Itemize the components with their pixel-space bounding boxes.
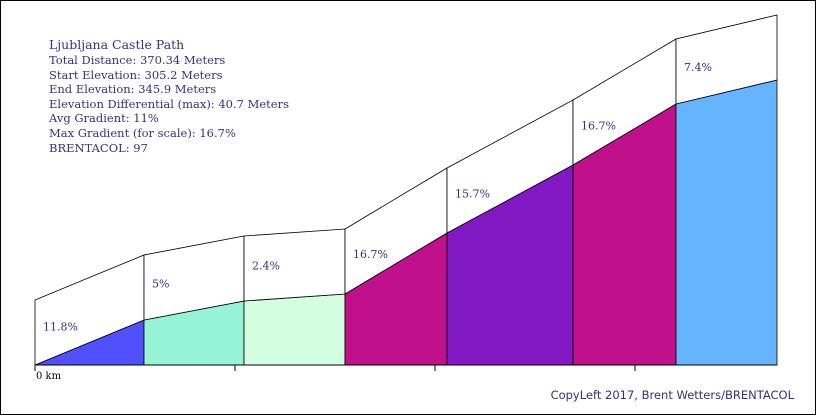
max-gradient: Max Gradient (for scale): 16.7% <box>49 125 236 140</box>
start-elevation: Start Elevation: 305.2 Meters <box>49 67 223 82</box>
gradient-label: 2.4% <box>252 259 280 272</box>
gradient-label: 15.7% <box>455 188 490 201</box>
gradient-panels <box>34 14 778 366</box>
gradient-label: 16.7% <box>353 248 388 261</box>
brentacol-score: BRENTACOL: 97 <box>49 140 148 155</box>
gradient-label: 5% <box>152 277 169 290</box>
gradient-label: 16.7% <box>581 119 616 132</box>
info-panel: Ljubljana Castle Path Total Distance: 37… <box>49 37 289 155</box>
end-elevation: End Elevation: 345.9 Meters <box>49 82 217 97</box>
gradient-panel <box>675 14 778 105</box>
x-axis-start-label: 0 km <box>36 371 62 382</box>
total-distance: Total Distance: 370.34 Meters <box>49 53 226 67</box>
avg-gradient: Avg Gradient: 11% <box>49 111 159 126</box>
gradient-labels: 11.8% 5% 2.4% 16.7% 15.7% 16.7% 7.4% <box>43 61 712 334</box>
elevation-differential: Elevation Differential (max): 40.7 Meter… <box>49 96 290 111</box>
path-title: Ljubljana Castle Path <box>49 37 185 52</box>
x-axis: 0 km <box>34 364 777 382</box>
gradient-label: 7.4% <box>684 61 712 74</box>
gradient-label: 11.8% <box>43 321 78 334</box>
profile-segment <box>675 79 778 366</box>
copyleft-credit: CopyLeft 2017, Brent Wetters/BRENTACOL <box>550 388 794 402</box>
profile-segment <box>243 293 346 366</box>
